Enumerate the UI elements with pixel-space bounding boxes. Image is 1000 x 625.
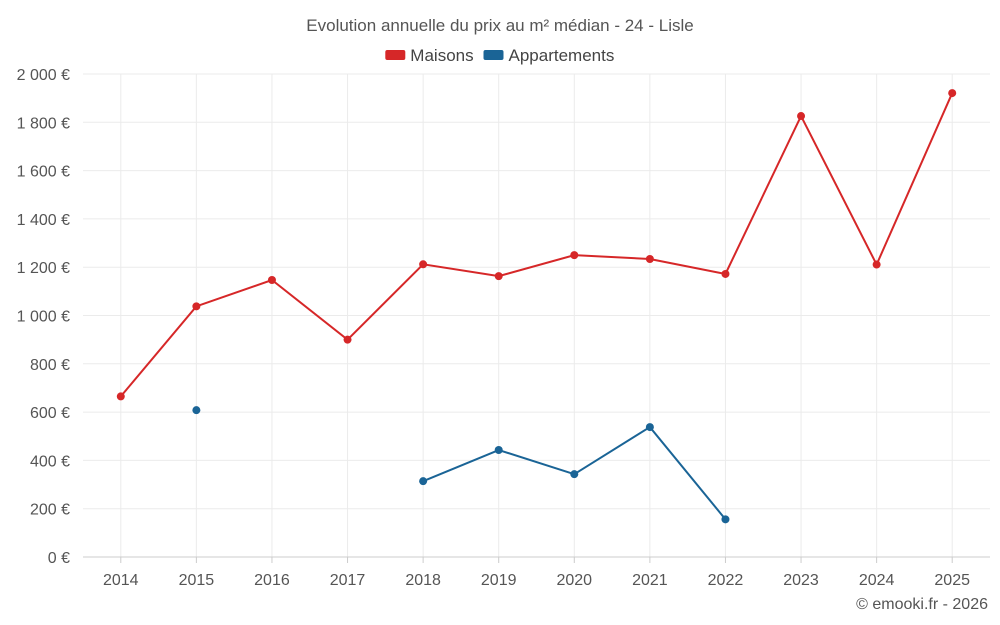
y-tick-label: 0 €	[48, 550, 70, 567]
axes: 0 € 200 € 400 € 600 € 800 € 1 000 € 1 200 € 1 4…	[17, 67, 990, 589]
x-tick-label: 2014	[103, 572, 139, 589]
legend: Maisons Appartements	[385, 46, 614, 65]
x-tick-label: 2024	[859, 572, 895, 589]
legend-label-maisons[interactable]: Maisons	[410, 46, 473, 65]
x-tick-label: 2015	[179, 572, 215, 589]
x-tick-label: 2025	[934, 572, 970, 589]
data-point-appartements-2015[interactable]	[192, 406, 201, 415]
data-point-maisons-2016[interactable]	[267, 275, 276, 284]
y-tick-label: 800 €	[30, 357, 70, 374]
x-tick-label: 2018	[405, 572, 441, 589]
data-point-maisons-2020[interactable]	[570, 251, 579, 260]
data-point-maisons-2023[interactable]	[797, 112, 806, 121]
y-tick-label: 1 000 €	[17, 309, 70, 326]
data-point-maisons-2015[interactable]	[192, 302, 201, 311]
y-tick-label: 1 400 €	[17, 212, 70, 229]
legend-label-appartements[interactable]: Appartements	[509, 46, 615, 65]
data-point-appartements-2019[interactable]	[494, 446, 503, 455]
grid	[83, 73, 990, 558]
data-point-maisons-2017[interactable]	[343, 335, 352, 344]
credit-text: © emooki.fr - 2026	[856, 596, 988, 613]
data-point-appartements-2021[interactable]	[645, 423, 654, 432]
series-line-maisons-0	[120, 92, 954, 398]
legend-swatch-maisons[interactable]	[385, 50, 406, 60]
x-tick-label: 2016	[254, 572, 290, 589]
y-tick-label: 1 600 €	[17, 164, 70, 181]
x-tick-label: 2017	[330, 572, 366, 589]
x-tick-label: 2019	[481, 572, 517, 589]
x-tick-label: 2022	[708, 572, 744, 589]
y-tick-label: 400 €	[30, 453, 70, 470]
series	[116, 89, 957, 524]
data-point-maisons-2014[interactable]	[116, 392, 125, 401]
data-point-maisons-2019[interactable]	[494, 272, 503, 281]
chart-title: Evolution annuelle du prix au m² médian …	[306, 16, 693, 35]
data-point-maisons-2024[interactable]	[872, 260, 881, 269]
data-point-maisons-2018[interactable]	[419, 260, 428, 269]
data-point-maisons-2022[interactable]	[721, 269, 730, 278]
x-tick-label: 2023	[783, 572, 819, 589]
data-point-appartements-2022[interactable]	[721, 515, 730, 524]
legend-swatch-appartements[interactable]	[483, 50, 504, 60]
data-point-appartements-2018[interactable]	[419, 477, 428, 486]
y-tick-label: 1 200 €	[17, 260, 70, 277]
y-tick-label: 1 800 €	[17, 115, 70, 132]
data-point-maisons-2021[interactable]	[645, 254, 654, 263]
data-point-appartements-2020[interactable]	[570, 470, 579, 479]
data-point-maisons-2025[interactable]	[948, 89, 957, 98]
y-tick-label: 200 €	[30, 502, 70, 519]
y-tick-label: 2 000 €	[17, 67, 70, 84]
x-tick-label: 2020	[556, 572, 592, 589]
x-tick-label: 2021	[632, 572, 668, 589]
y-tick-label: 600 €	[30, 405, 70, 422]
